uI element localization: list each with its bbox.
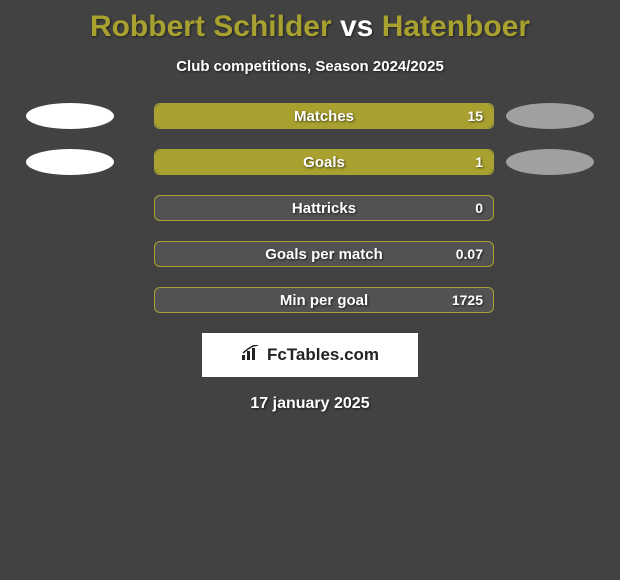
stat-label: Hattricks [155,196,493,220]
title-player1: Robbert Schilder [90,10,332,43]
subtitle: Club competitions, Season 2024/2025 [0,58,620,75]
left-ellipse [26,149,114,175]
stat-row: Matches15 [0,103,620,129]
title-player2: Hatenboer [382,10,530,43]
stat-row: Min per goal1725 [0,287,620,313]
stat-row: Goals per match0.07 [0,241,620,267]
stats-rows: Matches15 Goals1 Hattricks0 Goals per match… [0,103,620,313]
brand-logo: FcTables.com [202,333,418,377]
stat-label: Matches [155,104,493,128]
stat-bar: Min per goal1725 [154,287,494,313]
stat-bar: Goals1 [154,149,494,175]
stat-value: 1 [475,150,483,174]
stat-label: Min per goal [155,288,493,312]
stat-bar: Hattricks0 [154,195,494,221]
stat-value: 1725 [452,288,483,312]
left-ellipse [26,103,114,129]
title-vs: vs [340,10,373,43]
stat-row: Goals1 [0,149,620,175]
stat-value: 0 [475,196,483,220]
right-ellipse [506,149,594,175]
date-text: 17 january 2025 [0,395,620,413]
comparison-infographic: Robbert Schilder vs Hatenboer Club compe… [0,0,620,580]
stat-label: Goals [155,150,493,174]
right-ellipse [506,103,594,129]
chart-icon [241,345,261,366]
stat-bar: Goals per match0.07 [154,241,494,267]
stat-bar: Matches15 [154,103,494,129]
stat-value: 0.07 [456,242,483,266]
stat-row: Hattricks0 [0,195,620,221]
stat-value: 15 [467,104,483,128]
page-title: Robbert Schilder vs Hatenboer [0,10,620,44]
brand-text: FcTables.com [267,345,379,365]
stat-label: Goals per match [155,242,493,266]
